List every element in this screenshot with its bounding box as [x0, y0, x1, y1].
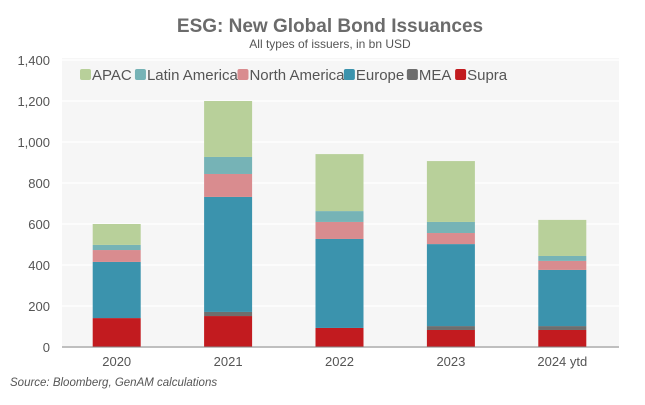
bar-segment-supra [92, 318, 141, 347]
bar-segment-apac [92, 224, 141, 245]
legend-label: Latin America [147, 67, 239, 84]
legend-label: MEA [419, 67, 452, 84]
y-tick-label: 1,000 [17, 135, 50, 150]
bar-segment-europe [426, 244, 475, 327]
legend-swatch [237, 69, 249, 80]
legend-item-supra: Supra [455, 67, 508, 84]
bars [92, 101, 587, 347]
bar-segment-supra [426, 329, 475, 347]
bar-segment-north-america [204, 173, 253, 197]
y-tick-label: 200 [28, 299, 50, 314]
bar-segment-supra [204, 316, 253, 347]
legend-swatch [343, 69, 355, 80]
legend-item-latin-america: Latin America [134, 67, 239, 84]
legend-item-apac: APAC [80, 67, 132, 84]
legend-label: APAC [92, 67, 132, 84]
x-tick-label: 2020 [102, 354, 131, 369]
x-tick-label: 2022 [325, 354, 354, 369]
bar-segment-latin-america [426, 221, 475, 234]
y-tick-label: 400 [28, 258, 50, 273]
y-tick-label: 1,200 [17, 94, 50, 109]
legend-swatch [455, 69, 467, 80]
bar-segment-apac [538, 219, 587, 256]
legend-label: Supra [467, 67, 508, 84]
source-note: Source: Bloomberg, GenAM calculations [10, 377, 217, 389]
legend-swatch [406, 69, 418, 80]
bar-segment-europe [204, 196, 253, 312]
bar-segment-north-america [92, 250, 141, 262]
x-tick-label: 2023 [436, 354, 465, 369]
legend-item-europe: Europe [343, 67, 404, 84]
y-tick-label: 600 [28, 217, 50, 232]
legend: APAC Latin America North America Europe MEA S… [80, 67, 508, 84]
chart-subtitle: All types of issuers, in bn USD [249, 37, 411, 51]
bar-segment-apac [426, 161, 475, 222]
x-tick-label: 2024 ytd [537, 354, 587, 369]
legend-swatch [134, 69, 146, 80]
bar-segment-apac [315, 154, 364, 212]
bar-segment-mea [538, 326, 587, 330]
x-tick-label: 2021 [214, 354, 243, 369]
bar-segment-latin-america [315, 211, 364, 222]
bar-segment-latin-america [538, 255, 587, 261]
y-tick-label: 0 [43, 340, 50, 355]
y-axis-ticks: 0 200 400 600 800 1,000 1,200 1,400 [17, 53, 50, 355]
bar-segment-north-america [426, 233, 475, 245]
bar-segment-apac [204, 101, 253, 157]
legend-label: Europe [356, 67, 404, 84]
bar-segment-europe [315, 238, 364, 328]
bar-segment-latin-america [92, 244, 141, 251]
y-tick-label: 1,400 [17, 53, 50, 68]
y-tick-label: 800 [28, 176, 50, 191]
bar-segment-mea [204, 311, 253, 317]
bar-segment-europe [538, 269, 587, 327]
legend-label: North America [249, 67, 345, 84]
x-axis-ticks: 2020 2021 2022 2023 2024 ytd [102, 354, 587, 369]
bar-segment-supra [538, 329, 587, 347]
bar-segment-north-america [538, 260, 587, 270]
legend-item-north-america: North America [237, 67, 345, 84]
chart-title: ESG: New Global Bond Issuances [177, 16, 483, 37]
bar-segment-north-america [315, 221, 364, 239]
bar-segment-latin-america [204, 156, 253, 174]
bar-segment-europe [92, 261, 141, 319]
legend-swatch [80, 69, 91, 80]
bar-segment-mea [426, 326, 475, 330]
bar-segment-supra [315, 327, 364, 347]
legend-item-mea: MEA [406, 67, 452, 84]
